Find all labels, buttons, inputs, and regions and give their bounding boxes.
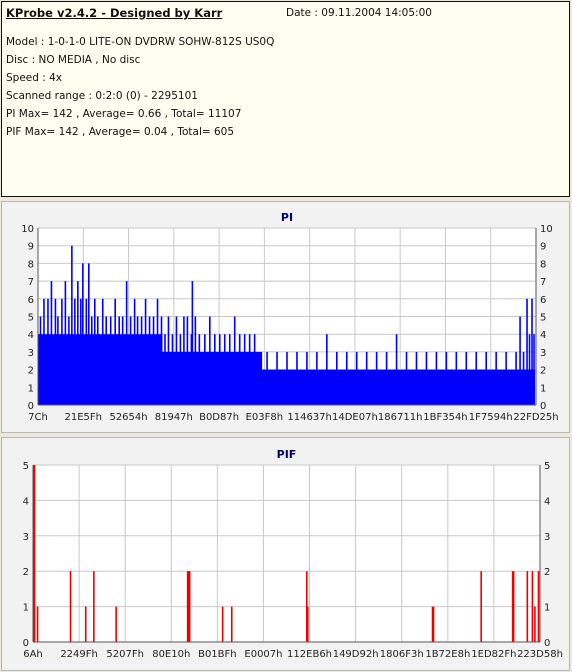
pif-y-tick-label-left: 5 bbox=[23, 461, 29, 472]
pi-x-tick-label: 186711h bbox=[378, 412, 423, 423]
pif-y-tick-label-right: 5 bbox=[544, 461, 550, 472]
pi-chart-panel: 0 0 1 1 2 2 3 3 4 4 5 5 6 6 7 7 8 8 9 9 10 10 7Ch 21E5Fh 52654h 8… bbox=[1, 201, 570, 433]
pi-x-tick-label: 114637h bbox=[287, 412, 332, 423]
pi-x-tick-label: 81947h bbox=[155, 412, 193, 423]
pif-x-tick-label: 223D58h bbox=[517, 649, 563, 660]
pif-x-tick-label: 2249Fh bbox=[60, 649, 98, 660]
info-panel: KProbe v2.4.2 - Designed by Karr Date : … bbox=[1, 1, 570, 197]
pif-x-tick-label: B01BFh bbox=[198, 649, 237, 660]
pif-y-tick-label-left: 2 bbox=[23, 567, 29, 578]
pi-chart: 0 0 1 1 2 2 3 3 4 4 5 5 6 6 7 7 8 8 9 9 10 10 7Ch 21E5Fh 52654h 8… bbox=[21, 211, 558, 423]
pi-y-tick-label-right: 7 bbox=[540, 277, 546, 288]
pi-x-tick-label: 52654h bbox=[109, 412, 147, 423]
pi-chart-title: PI bbox=[281, 211, 293, 224]
pi-y-tick-label-left: 9 bbox=[28, 242, 34, 253]
pi-y-tick-label-right: 10 bbox=[540, 224, 553, 235]
pi-y-tick-label-left: 4 bbox=[28, 330, 34, 341]
pif-chart-panel: 0 0 1 1 2 2 3 3 4 4 5 5 6Ah 2249Fh 5207Fh 80E10h B01BFh E… bbox=[1, 437, 570, 671]
pif-y-tick-label-right: 4 bbox=[544, 496, 550, 507]
pi-y-tick-label-left: 1 bbox=[28, 383, 34, 394]
pi-x-tick-label: 1F7594h bbox=[469, 412, 513, 423]
pi-x-tick-label: 14DE07h bbox=[332, 412, 378, 423]
pif-y-tick-label-left: 1 bbox=[23, 603, 29, 614]
pif-y-tick-label-left: 3 bbox=[23, 532, 29, 543]
pif-chart-title: PIF bbox=[277, 448, 297, 461]
pif-x-tick-label: 6Ah bbox=[23, 649, 43, 660]
pi-y-tick-label-right: 0 bbox=[540, 401, 546, 412]
pi-x-tick-label: E03F8h bbox=[246, 412, 284, 423]
pif-y-tick-label-right: 3 bbox=[544, 532, 550, 543]
pif-summary-line: PIF Max= 142 , Average= 0.04 , Total= 60… bbox=[6, 126, 235, 138]
pif-x-tick-label: 1806F3h bbox=[380, 649, 424, 660]
pif-x-tick-label: 5207Fh bbox=[106, 649, 144, 660]
scanned-range-line: Scanned range : 0:2:0 (0) - 2295101 bbox=[6, 90, 198, 102]
pi-y-tick-label-right: 9 bbox=[540, 242, 546, 253]
pif-x-tick-label: 112EB6h bbox=[287, 649, 332, 660]
model-line: Model : 1-0-1-0 LITE-ON DVDRW SOHW-812S … bbox=[6, 36, 275, 48]
pif-x-tick-label: 1ED82Fh bbox=[471, 649, 516, 660]
disc-line: Disc : NO MEDIA , No disc bbox=[6, 54, 141, 66]
pif-x-tick-label: 1B72E8h bbox=[425, 649, 470, 660]
app-title: KProbe v2.4.2 - Designed by Karr bbox=[6, 6, 223, 20]
pi-y-tick-label-left: 3 bbox=[28, 348, 34, 359]
pi-y-tick-label-right: 1 bbox=[540, 383, 546, 394]
pif-x-tick-label: 80E10h bbox=[152, 649, 190, 660]
pi-x-tick-label: 7Ch bbox=[28, 412, 48, 423]
speed-line: Speed : 4x bbox=[6, 72, 63, 84]
pif-chart: 0 0 1 1 2 2 3 3 4 4 5 5 6Ah 2249Fh 5207Fh 80E10h B01BFh E… bbox=[23, 448, 563, 660]
pif-y-tick-label-right: 0 bbox=[544, 638, 550, 649]
pif-y-tick-label-left: 0 bbox=[23, 638, 29, 649]
pi-y-tick-label-left: 7 bbox=[28, 277, 34, 288]
pi-y-tick-label-right: 3 bbox=[540, 348, 546, 359]
pi-y-tick-label-left: 0 bbox=[28, 401, 34, 412]
pi-y-tick-label-left: 2 bbox=[28, 366, 34, 377]
pi-y-tick-label-left: 8 bbox=[28, 259, 34, 270]
pi-x-tick-label: 22FD25h bbox=[513, 412, 558, 423]
scan-date: Date : 09.11.2004 14:05:00 bbox=[286, 7, 432, 19]
pi-x-tick-label: 1BF354h bbox=[423, 412, 467, 423]
pi-y-tick-label-left: 5 bbox=[28, 313, 34, 324]
pi-y-tick-label-right: 6 bbox=[540, 295, 546, 306]
pi-y-tick-label-right: 2 bbox=[540, 366, 546, 377]
pi-y-tick-label-right: 4 bbox=[540, 330, 546, 341]
pif-x-tick-label: E0007h bbox=[244, 649, 282, 660]
pi-y-tick-label-left: 10 bbox=[21, 224, 34, 235]
pi-y-tick-label-left: 6 bbox=[28, 295, 34, 306]
pif-y-tick-label-right: 2 bbox=[544, 567, 550, 578]
pi-y-tick-label-right: 8 bbox=[540, 259, 546, 270]
pif-x-tick-label: 149D92h bbox=[333, 649, 379, 660]
pi-summary-line: PI Max= 142 , Average= 0.66 , Total= 111… bbox=[6, 108, 242, 120]
pi-y-tick-label-right: 5 bbox=[540, 313, 546, 324]
pif-plot-area bbox=[33, 465, 540, 642]
pi-x-tick-label: B0D87h bbox=[199, 412, 239, 423]
pif-y-tick-label-left: 4 bbox=[23, 496, 29, 507]
pif-y-tick-label-right: 1 bbox=[544, 603, 550, 614]
pi-x-tick-label: 21E5Fh bbox=[65, 412, 103, 423]
